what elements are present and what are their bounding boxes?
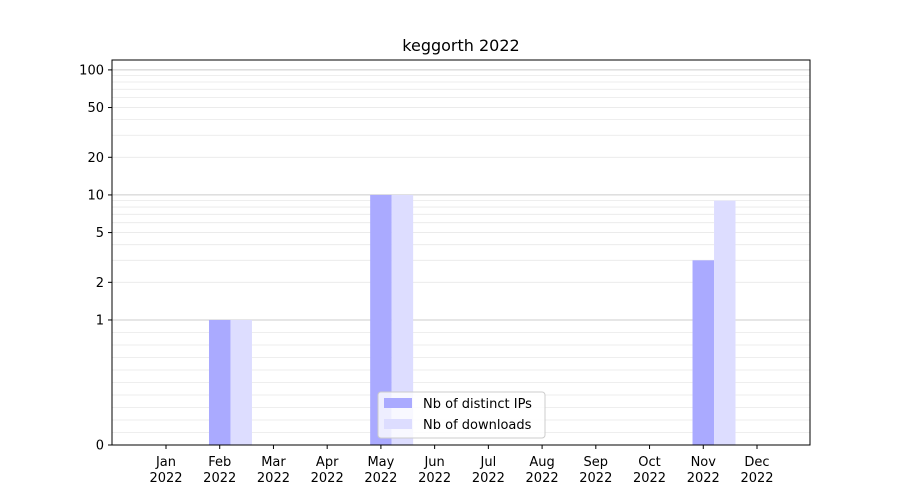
y-tick-label: 10 — [87, 188, 104, 203]
x-tick-label-month: Jul — [480, 455, 497, 470]
y-axis-ticks: 0 1 2 5 10 20 50 100 — [79, 63, 112, 454]
x-tick-label-year: 2022 — [687, 471, 720, 486]
y-tick-label: 5 — [96, 226, 104, 241]
x-tick-label-year: 2022 — [311, 471, 344, 486]
x-tick-label-month: May — [367, 455, 394, 470]
chart-title: keggorth 2022 — [402, 36, 519, 55]
legend-label-downloads: Nb of downloads — [423, 418, 532, 433]
x-tick-label-month: Nov — [691, 455, 717, 470]
x-tick-label-month: Sep — [584, 455, 609, 470]
bar-distinct-ips-feb — [208, 319, 231, 445]
x-tick-label-year: 2022 — [472, 471, 505, 486]
bar-distinct-ips-may — [370, 194, 392, 445]
x-tick-label-year: 2022 — [203, 471, 236, 486]
x-tick-label-month: Mar — [261, 455, 286, 470]
y-tick-label: 2 — [96, 276, 104, 291]
legend-swatch-ips — [384, 398, 412, 408]
bar-downloads-feb — [230, 319, 252, 445]
x-tick-label-year: 2022 — [257, 471, 290, 486]
y-tick-label: 20 — [87, 151, 104, 166]
x-tick-label-year: 2022 — [418, 471, 451, 486]
x-tick-label-month: Dec — [744, 455, 769, 470]
x-tick-label-year: 2022 — [149, 471, 182, 486]
x-tick-label-month: Aug — [529, 455, 554, 470]
legend-swatch-downloads — [384, 419, 412, 429]
x-axis-ticks: Jan2022Feb2022Mar2022Apr2022May2022Jun20… — [149, 445, 774, 486]
x-tick-label-month: Apr — [316, 455, 339, 470]
bar-downloads-may — [391, 194, 414, 445]
legend-label-ips: Nb of distinct IPs — [423, 397, 532, 412]
x-tick-label-year: 2022 — [364, 471, 397, 486]
x-tick-label-month: Feb — [208, 455, 231, 470]
bar-downloads-nov — [714, 200, 736, 445]
plot-frame — [111, 59, 811, 446]
y-tick-label: 0 — [96, 439, 104, 454]
legend: Nb of distinct IPs Nb of downloads — [377, 391, 546, 439]
y-tick-label: 100 — [79, 63, 104, 78]
legend-box — [377, 391, 546, 439]
bars — [208, 194, 736, 445]
x-tick-label-year: 2022 — [740, 471, 773, 486]
x-tick-label-year: 2022 — [633, 471, 666, 486]
x-tick-label-month: Oct — [638, 455, 660, 470]
y-tick-label: 1 — [96, 313, 104, 328]
x-tick-label-month: Jan — [155, 455, 176, 470]
y-tick-label: 50 — [87, 101, 104, 116]
x-tick-label-year: 2022 — [579, 471, 612, 486]
bar-distinct-ips-nov — [692, 260, 715, 445]
x-tick-label-month: Jun — [423, 455, 444, 470]
x-tick-label-year: 2022 — [526, 471, 559, 486]
